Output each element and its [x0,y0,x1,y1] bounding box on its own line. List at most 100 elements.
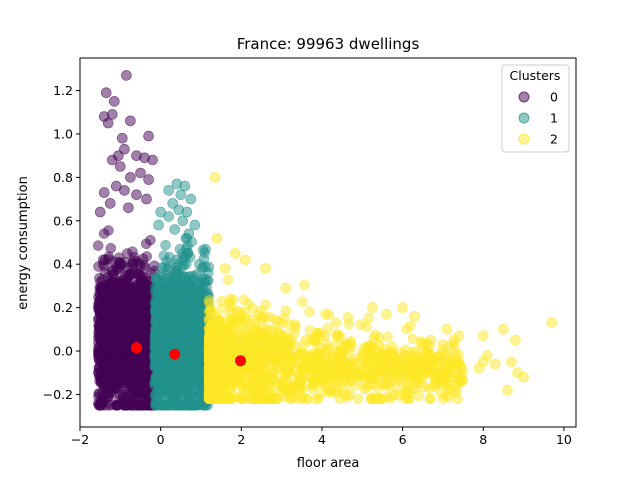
point [341,339,353,350]
legend-label: 1 [550,111,558,126]
point [382,378,393,389]
point [172,316,184,327]
point [160,376,172,388]
series-2 [203,172,558,405]
point [173,387,185,398]
point [241,319,253,331]
point [180,259,192,270]
point [312,328,323,339]
point [120,366,132,377]
point [164,331,175,342]
y-tick-label: 0.6 [53,213,73,228]
point [171,254,182,265]
point [304,306,315,318]
point [195,284,207,295]
point [342,312,354,323]
point [437,393,449,405]
outlier-point [546,317,558,329]
point [225,301,236,312]
point [405,320,416,331]
outlier-point [123,202,134,214]
point [228,315,240,326]
outlier-point [211,232,223,244]
point [213,393,224,405]
point [257,370,269,382]
point [256,314,267,326]
point [139,260,150,271]
outlier-point [209,172,221,183]
outlier-point [489,358,501,370]
point [280,348,291,360]
point [157,362,168,373]
point [320,308,331,320]
outlier-point [502,384,513,396]
point [213,316,225,328]
point [100,361,111,372]
point [243,329,255,341]
outlier-point [477,330,489,342]
y-axis-label: energy consumption [16,176,31,310]
point [179,271,190,283]
point [268,325,280,337]
outlier-point [473,363,485,374]
x-tick-label: 4 [318,432,326,447]
plot-frame [79,57,577,428]
outlier-point [437,339,449,350]
centroids-layer [130,342,246,367]
point [395,347,407,359]
outlier-point [143,174,154,185]
outlier-point [121,70,132,81]
point [339,382,350,393]
outlier-point [115,161,126,172]
point [203,295,215,306]
series-0 [92,70,160,411]
point [93,326,104,337]
point [355,319,366,330]
point [345,355,357,367]
point [232,326,244,337]
point [358,342,370,353]
x-axis-label: floor area [297,456,360,471]
legend-marker [518,133,530,145]
point [297,382,308,394]
x-tick-label: 6 [399,432,407,447]
outlier-point [104,198,116,209]
point [236,341,247,353]
point [109,288,121,299]
point [352,368,364,380]
outlier-point [131,189,142,200]
point [283,385,295,396]
outlier-point [147,154,158,166]
outlier-point [397,302,408,313]
point [204,346,216,357]
point [450,387,462,399]
point [222,274,234,285]
point [352,393,364,405]
point [252,353,263,365]
outlier-point [100,87,112,98]
point [238,294,250,305]
outlier-point [113,150,124,161]
point [124,268,135,280]
point [215,303,227,315]
point [193,399,204,410]
outlier-point [135,167,146,179]
outlier-point [381,308,392,320]
point [280,362,292,374]
outlier-point [240,254,251,266]
outlier-point [109,96,120,107]
point [332,361,343,373]
y-axis: −0.20.00.20.40.60.81.01.2 [43,83,80,402]
outlier-point [163,211,174,222]
point [382,391,394,403]
point [280,305,292,316]
point [267,350,279,361]
point [286,334,297,346]
outlier-point [189,219,201,231]
point [140,238,152,250]
legend-label: 0 [550,90,558,105]
point [102,388,114,399]
outlier-point [153,219,164,231]
outlier-point [518,371,529,383]
